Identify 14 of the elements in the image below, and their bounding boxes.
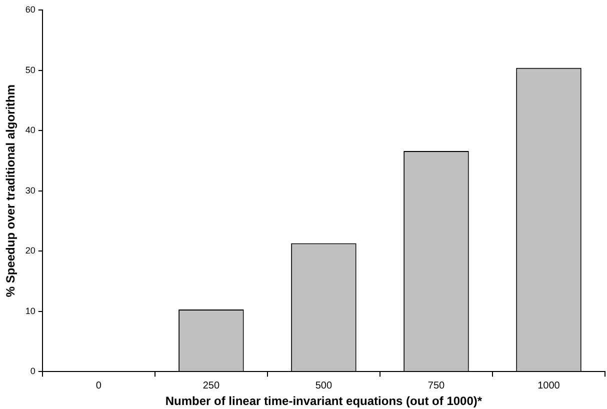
y-tick-label: 50 (25, 64, 36, 75)
y-tick-label: 0 (30, 366, 36, 376)
x-tick-label: 0 (96, 380, 102, 392)
x-axis-title: Number of linear time-invariant equations (out of 1000)* (165, 394, 482, 408)
y-tick-label: 20 (25, 246, 36, 256)
y-axis-title: % Speedup over traditional algorithm (4, 84, 18, 298)
x-tick-label: 250 (202, 380, 220, 392)
y-tick-label: 10 (25, 306, 36, 316)
y-tick-label: 40 (25, 125, 36, 136)
x-tick-label: 500 (315, 380, 332, 392)
x-tick-label: 750 (428, 380, 446, 392)
x-tick-label: 1000 (538, 380, 560, 392)
y-tick-label: 30 (25, 185, 36, 196)
y-tick-label: 60 (25, 4, 36, 14)
